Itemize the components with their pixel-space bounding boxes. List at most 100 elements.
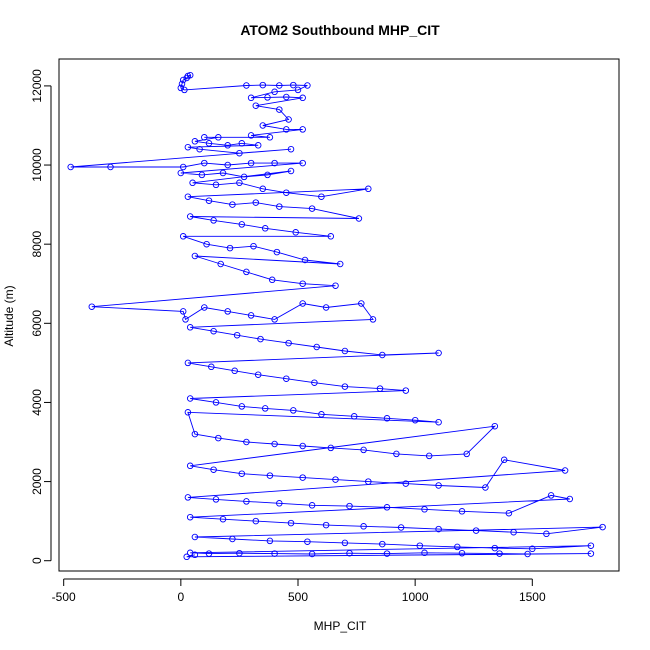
data-point (285, 339, 292, 347)
data-point (196, 145, 203, 153)
data-point (259, 81, 267, 89)
data-point (587, 550, 595, 557)
data-point (561, 467, 569, 474)
data-point (186, 395, 194, 402)
y-tick-label: 2000 (30, 468, 44, 495)
y-tick-label: 8000 (30, 231, 44, 258)
data-point (219, 169, 227, 177)
series-layer (67, 71, 606, 561)
data-point (290, 407, 297, 414)
data-point (181, 86, 188, 94)
data-point (215, 434, 222, 442)
data-point (318, 411, 325, 418)
data-point (259, 185, 267, 193)
data-point (308, 550, 316, 558)
data-point (379, 540, 386, 548)
data-point (287, 519, 295, 527)
data-point (271, 316, 278, 323)
data-point (226, 244, 234, 252)
data-point (212, 496, 220, 503)
data-point (313, 343, 320, 351)
data-point (308, 502, 316, 509)
data-point (210, 217, 217, 224)
data-point (383, 550, 391, 557)
data-point (208, 363, 215, 371)
data-point (264, 171, 271, 179)
data-point (304, 538, 311, 545)
data-point (252, 517, 260, 525)
data-point (365, 478, 372, 485)
data-point (240, 173, 248, 181)
data-point (184, 409, 192, 416)
data-point (346, 549, 353, 557)
data-point (203, 240, 210, 248)
data-point (198, 171, 206, 179)
data-point (299, 94, 306, 102)
data-point (238, 470, 246, 477)
data-point (283, 189, 290, 196)
data-point (252, 199, 260, 206)
data-point (229, 201, 236, 208)
x-tick-label: 1000 (402, 590, 429, 604)
data-point (212, 399, 220, 406)
data-point (566, 495, 574, 503)
data-point (238, 221, 246, 228)
data-point (238, 140, 246, 147)
data-point (191, 430, 199, 438)
data-point (336, 260, 344, 268)
data-point (243, 438, 250, 446)
data-point (276, 82, 283, 89)
data-point (243, 268, 250, 276)
data-point (67, 163, 74, 171)
data-point (191, 533, 199, 541)
data-point (308, 205, 316, 212)
data-point (215, 134, 222, 141)
data-point (529, 545, 536, 553)
data-point (383, 504, 391, 511)
data-point (266, 472, 274, 479)
data-point (425, 452, 433, 460)
data-point (201, 304, 208, 311)
data-point (292, 229, 299, 236)
data-point (332, 476, 339, 483)
data-point (186, 462, 194, 470)
data-point (283, 126, 290, 133)
data-point (271, 88, 278, 96)
data-point (259, 122, 267, 129)
data-point (201, 134, 208, 141)
data-point (224, 161, 231, 169)
data-point (458, 549, 466, 557)
data-point (393, 450, 400, 458)
x-tick-label: 0 (177, 590, 184, 604)
data-point (224, 142, 231, 149)
data-point (301, 256, 309, 264)
data-point (276, 203, 283, 210)
x-tick-label: 500 (288, 590, 308, 604)
data-point (397, 524, 405, 531)
data-point (205, 197, 213, 204)
data-point (184, 494, 192, 501)
data-point (217, 260, 224, 268)
data-point (186, 513, 194, 521)
data-point (107, 163, 114, 171)
data-point (236, 149, 243, 157)
data-point (182, 316, 189, 323)
data-point (283, 93, 290, 101)
data-point (311, 379, 318, 386)
data-point (243, 498, 250, 505)
data-point (254, 371, 262, 378)
data-point (177, 84, 185, 92)
data-point (421, 549, 428, 557)
data-point (318, 193, 325, 200)
data-point (268, 276, 276, 284)
x-axis-label: MHP_CIT (314, 619, 367, 633)
data-point (505, 509, 513, 517)
data-point (183, 74, 190, 82)
plot-frame (58, 58, 620, 572)
data-point (224, 308, 231, 315)
data-point (287, 167, 295, 175)
data-point (271, 550, 278, 557)
data-point (205, 140, 213, 147)
data-point (184, 143, 192, 151)
